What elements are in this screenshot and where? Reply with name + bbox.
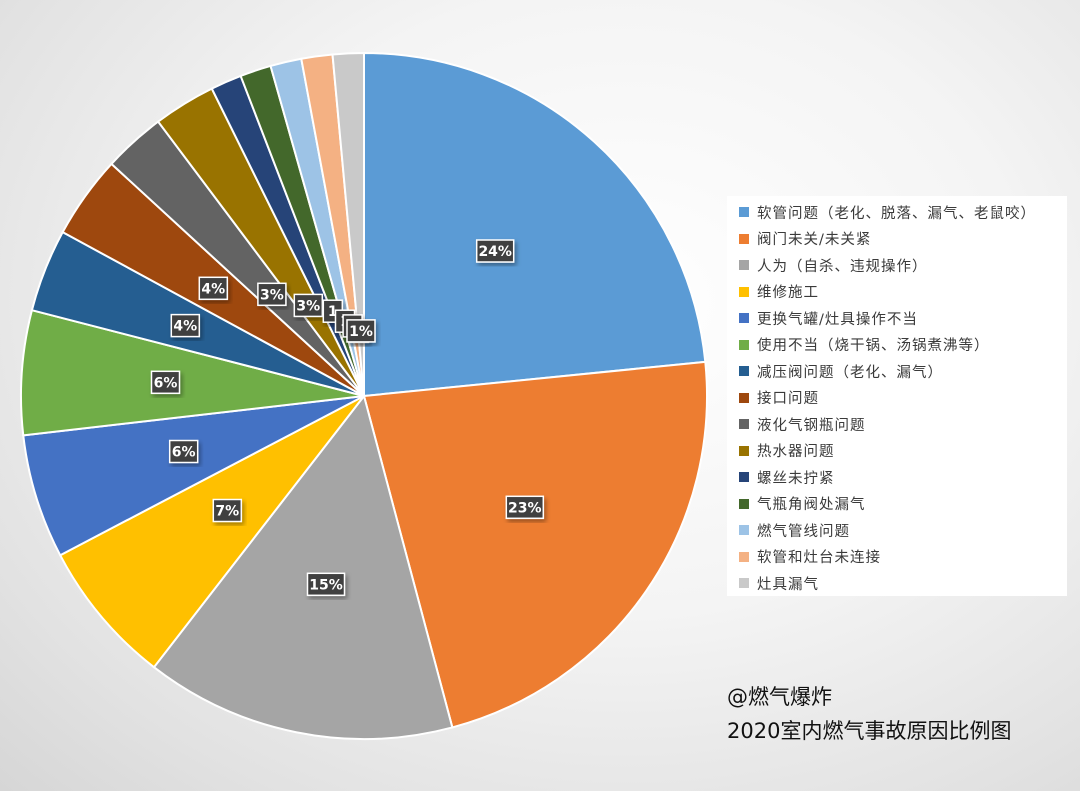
legend-item-15: 灶具漏气: [739, 570, 1067, 597]
legend-item-12: 气瓶角阀处漏气: [739, 491, 1067, 518]
legend-label: 软管和灶台未连接: [757, 550, 881, 567]
legend-swatch: [739, 498, 749, 509]
data-label-4: 7%: [212, 498, 243, 523]
legend-label: 气瓶角阀处漏气: [757, 497, 866, 514]
legend-swatch: [739, 578, 749, 589]
caption-title: 2020室内燃气事故原因比例图: [727, 719, 1012, 743]
data-label-9: 3%: [257, 282, 287, 307]
legend-item-13: 燃气管线问题: [739, 517, 1067, 544]
data-label-text: 1%: [349, 324, 373, 340]
data-label-text: 3%: [260, 287, 284, 303]
legend-item-10: 热水器问题: [739, 438, 1067, 465]
legend-item-5: 更换气罐/灶具操作不当: [739, 305, 1067, 332]
legend-item-6: 使用不当（烧干锅、汤锅煮沸等）: [739, 332, 1067, 359]
legend-swatch: [739, 551, 749, 562]
data-label-5: 6%: [168, 439, 199, 464]
legend-swatch: [739, 472, 749, 483]
legend-swatch: [739, 392, 749, 403]
legend-label: 使用不当（烧干锅、汤锅煮沸等）: [757, 338, 990, 355]
legend-swatch: [739, 419, 749, 430]
legend-swatch: [739, 207, 749, 218]
legend-item-11: 螺丝未拧紧: [739, 464, 1067, 491]
pie-slice-3: [152, 393, 454, 741]
data-label-text: 4%: [201, 281, 225, 297]
data-label-text: 6%: [172, 445, 196, 461]
data-label-10: 3%: [293, 293, 324, 318]
legend-swatch: [739, 525, 749, 536]
legend-item-9: 液化气钢瓶问题: [739, 411, 1067, 438]
legend-item-7: 减压阀问题（老化、漏气）: [739, 358, 1067, 385]
data-label-6: 6%: [150, 370, 181, 395]
legend-label: 维修施工: [757, 285, 819, 302]
legend-item-4: 维修施工: [739, 279, 1067, 306]
legend-label: 灶具漏气: [757, 576, 819, 593]
caption-source: @燃气爆炸: [727, 685, 832, 709]
data-label-text: 6%: [154, 375, 178, 391]
legend-item-1: 软管问题（老化、脱落、漏气、老鼠咬）: [739, 199, 1067, 226]
data-label-text: 1: [328, 304, 338, 320]
data-label-2: 23%: [505, 495, 545, 520]
legend-label: 软管问题（老化、脱落、漏气、老鼠咬）: [757, 205, 1036, 222]
data-label-text: 7%: [215, 504, 239, 520]
legend-swatch: [739, 445, 749, 456]
legend-label: 液化气钢瓶问题: [757, 417, 866, 434]
legend-item-14: 软管和灶台未连接: [739, 544, 1067, 571]
pie-slice-1: [363, 51, 707, 398]
pie-slice-4: [58, 395, 365, 669]
data-label-15: 1%: [346, 319, 376, 343]
legend-item-8: 接口问题: [739, 385, 1067, 412]
legend-label: 阀门未关/未关紧: [757, 232, 872, 249]
data-label-text: 23%: [508, 500, 542, 516]
pie-slice-15: [331, 51, 365, 397]
data-label-3: 15%: [306, 572, 346, 597]
pie-slice-2: [362, 360, 708, 729]
data-label-1: 24%: [475, 239, 515, 263]
legend-swatch: [739, 313, 749, 324]
data-label-text: 24%: [478, 244, 512, 260]
legend-label: 螺丝未拧紧: [757, 470, 835, 487]
data-label-text: 4%: [173, 319, 197, 335]
legend-label: 热水器问题: [757, 444, 835, 461]
pie-slice-5: [22, 395, 365, 557]
legend-swatch: [739, 233, 749, 244]
legend-label: 接口问题: [757, 391, 819, 408]
legend-item-3: 人为（自杀、违规操作）: [739, 252, 1067, 279]
data-label-7: 4%: [170, 313, 201, 338]
chart-legend: 软管问题（老化、脱落、漏气、老鼠咬） 阀门未关/未关紧人为（自杀、违规操作） 维修施…: [727, 196, 1067, 596]
legend-label: 减压阀问题（老化、漏气）: [757, 364, 943, 381]
legend-swatch: [739, 366, 749, 377]
legend-label: 人为（自杀、违规操作）: [757, 258, 928, 275]
data-label-text: 3%: [296, 298, 320, 314]
legend-label: 更换气罐/灶具操作不当: [757, 311, 918, 328]
pie-slice-6: [20, 308, 365, 437]
data-label-8: 4%: [198, 276, 229, 301]
legend-swatch: [739, 260, 749, 271]
legend-swatch: [739, 339, 749, 350]
legend-label: 燃气管线问题: [757, 523, 850, 540]
data-label-text: 15%: [309, 577, 343, 593]
legend-item-2: 阀门未关/未关紧: [739, 226, 1067, 253]
legend-swatch: [739, 286, 749, 297]
